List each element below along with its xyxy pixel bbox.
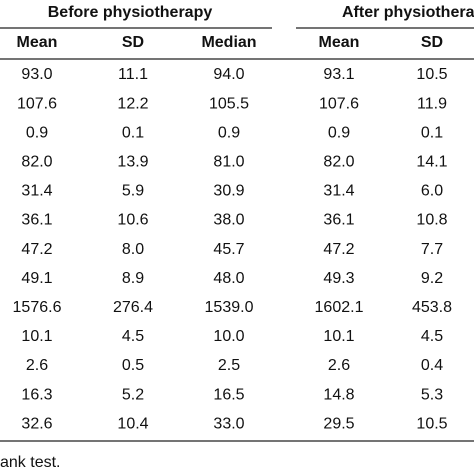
cell: 14.1 [416, 154, 447, 171]
cell: 5.9 [122, 183, 144, 200]
cell: 49.3 [323, 270, 354, 287]
cell: 0.1 [421, 124, 443, 141]
cell: 49.1 [21, 270, 52, 287]
cell: 45.7 [213, 241, 244, 258]
cell: 0.4 [421, 357, 443, 374]
cell: 1602.1 [315, 299, 364, 316]
cell: 10.6 [117, 212, 148, 229]
cell: 11.1 [118, 66, 148, 83]
cell: 105.5 [209, 95, 249, 112]
cell: 12.2 [117, 95, 148, 112]
group-header: After physiotherapy [342, 4, 474, 21]
cell: 36.1 [21, 212, 52, 229]
cell: 30.9 [213, 183, 244, 200]
cell: 81.0 [213, 154, 244, 171]
cell: 276.4 [113, 299, 153, 316]
cell: 4.5 [421, 328, 443, 345]
cell: 10.4 [117, 415, 148, 432]
cell: 93.0 [21, 66, 52, 83]
cell: 33.0 [213, 415, 244, 432]
cell: 5.2 [122, 386, 144, 403]
cell: 0.9 [26, 124, 48, 141]
column-header: Median [201, 34, 256, 51]
cell: 1539.0 [205, 299, 254, 316]
cell: 6.0 [421, 183, 443, 200]
cell: 2.6 [328, 357, 350, 374]
cell: 32.6 [21, 415, 52, 432]
cell: 31.4 [323, 183, 354, 200]
cell: 82.0 [323, 154, 354, 171]
cell: 11.9 [417, 95, 447, 112]
cell: 9.2 [421, 270, 443, 287]
cell: 16.3 [21, 386, 52, 403]
cell: 93.1 [323, 66, 354, 83]
cell: 36.1 [323, 212, 354, 229]
cell: 13.9 [117, 154, 148, 171]
cell: 47.2 [323, 241, 354, 258]
cell: 10.0 [213, 328, 244, 345]
cell: 0.9 [218, 124, 240, 141]
cell: 4.5 [122, 328, 144, 345]
cell: 8.0 [122, 241, 144, 258]
cell: 5.3 [421, 386, 443, 403]
cell: 48.0 [213, 270, 244, 287]
column-header: Mean [17, 34, 58, 51]
cell: 10.5 [416, 66, 447, 83]
cell: 10.8 [416, 212, 447, 229]
cell: 2.6 [26, 357, 48, 374]
cell: 82.0 [21, 154, 52, 171]
cell: 38.0 [213, 212, 244, 229]
cell: 107.6 [319, 95, 359, 112]
cell: 8.9 [122, 270, 144, 287]
cell: 31.4 [21, 183, 52, 200]
group-header: Before physiotherapy [48, 4, 213, 21]
cell: 47.2 [21, 241, 52, 258]
cell: 0.9 [328, 124, 350, 141]
cell: 0.5 [122, 357, 144, 374]
cell: 7.7 [421, 241, 443, 258]
cell: 94.0 [213, 66, 244, 83]
cell: 29.5 [323, 415, 354, 432]
cell: 10.1 [21, 328, 52, 345]
cell: 14.8 [323, 386, 354, 403]
cell: 0.1 [122, 124, 144, 141]
column-header: Mean [319, 34, 360, 51]
cell: 1576.6 [13, 299, 62, 316]
cell: 2.5 [218, 357, 240, 374]
footnote: ank test. [0, 454, 60, 471]
cell: 107.6 [17, 95, 57, 112]
cell: 16.5 [213, 386, 244, 403]
column-header: SD [421, 34, 443, 51]
column-header: SD [122, 34, 144, 51]
cell: 453.8 [412, 299, 452, 316]
cell: 10.5 [416, 415, 447, 432]
cell: 10.1 [323, 328, 354, 345]
